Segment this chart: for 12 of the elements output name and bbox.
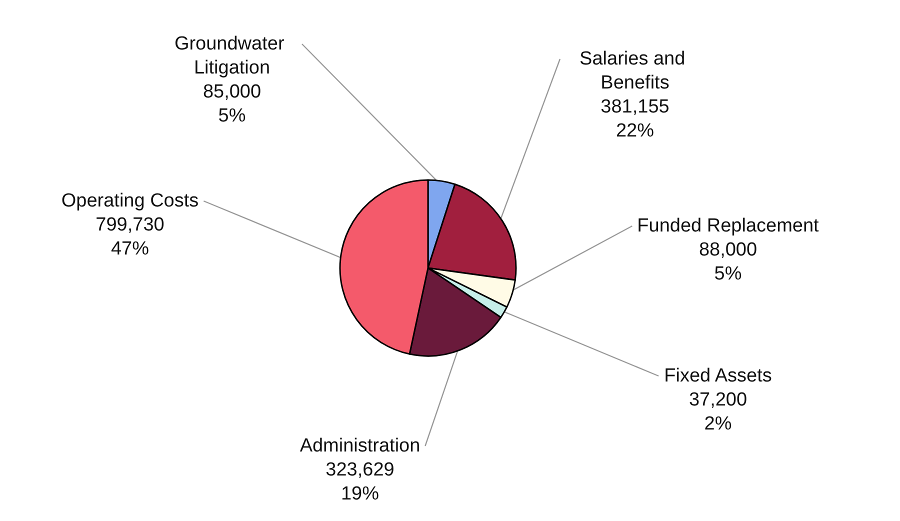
slice-label: Groundwater Litigation [174,34,290,78]
data-label: 85,000 5% [202,82,262,126]
slice-label: Salaries and Benefits [580,48,690,94]
slice-label: Operating Costs [61,190,199,212]
slice-label: Funded Replacement [637,216,820,236]
slice-label: Fixed Assets [664,366,772,386]
data-label: 37,200 2% [688,390,748,434]
data-label: 88,000 5% [698,240,758,284]
data-label: 323,629 19% [326,460,394,504]
data-label: 381,155 22% [600,96,670,142]
slice-label: Administration [300,436,420,456]
data-label: 799,730 47% [96,214,164,260]
